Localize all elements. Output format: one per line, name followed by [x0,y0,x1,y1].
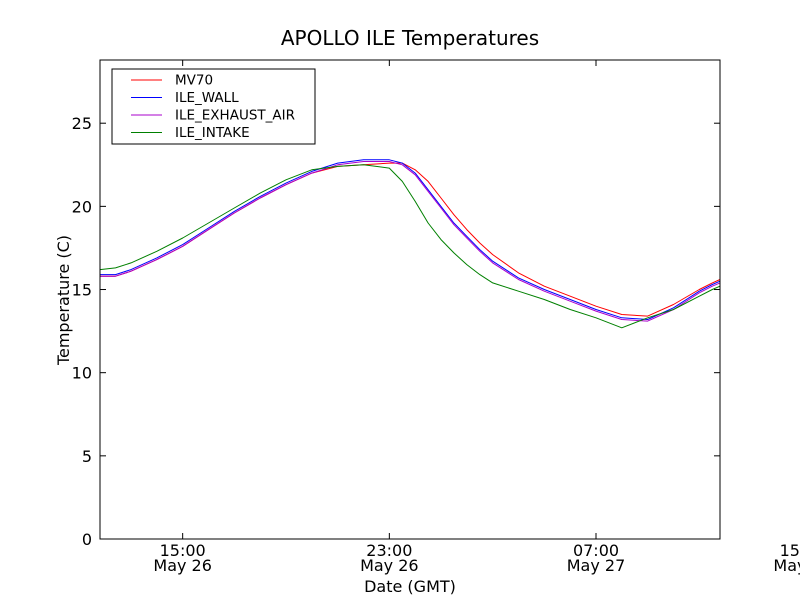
legend-label-ile-exhaust-air: ILE_EXHAUST_AIR [175,108,295,124]
x-tick-label-date: May 26 [360,556,419,575]
series-line-ile-wall [100,159,721,320]
legend-label-mv70: MV70 [175,73,213,89]
x-tick-label-time: 15:00 [780,541,800,560]
series-line-ile-intake [99,164,721,329]
y-axis-label: Temperature (C) [54,235,73,366]
x-tick-label-time: 15:00 [160,541,206,560]
y-tick-label: 0 [82,530,92,549]
y-tick-label: 5 [82,447,92,466]
x-tick-label-date: May 27 [567,556,626,575]
plot-frame [99,59,721,540]
x-tick-label-time: 23:00 [366,541,412,560]
legend-label-ile-intake: ILE_INTAKE [175,125,250,141]
series-layer [99,159,721,329]
chart-title: APOLLO ILE Temperatures [281,26,539,50]
y-tick-label: 20 [72,197,92,216]
series-line-ile-exhaust-air [100,161,721,322]
x-tick-label-time: 07:00 [573,541,619,560]
y-tick-label: 25 [72,114,92,133]
x-tick-label-date: May 27 [773,556,800,575]
x-axis-label: Date (GMT) [364,577,456,596]
legend-label-ile-wall: ILE_WALL [175,90,239,106]
y-tick-label: 10 [72,364,92,383]
legend-frame [111,68,316,145]
x-tick-label-date: May 26 [153,556,212,575]
y-tick-label: 15 [72,281,92,300]
